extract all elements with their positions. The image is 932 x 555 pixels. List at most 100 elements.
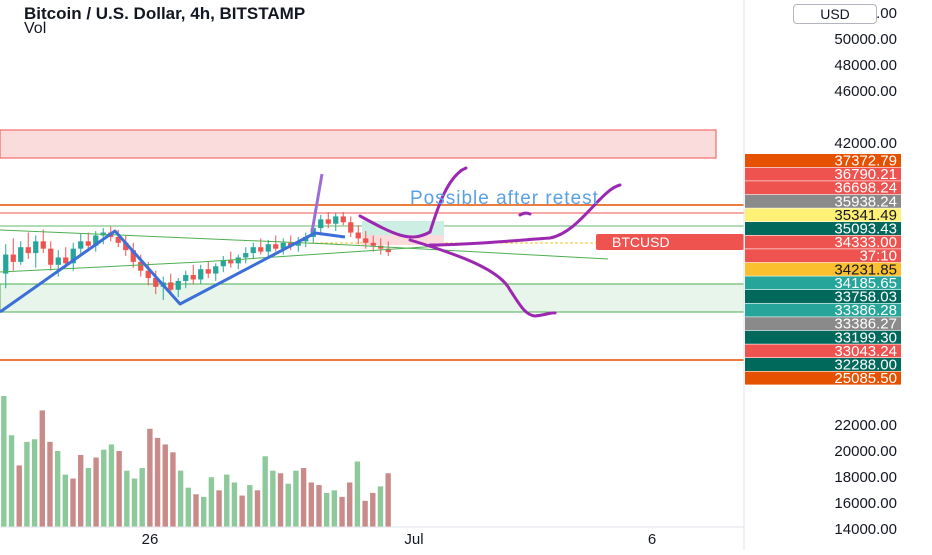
drawing-path-bullish[interactable] (358, 166, 468, 239)
candle-body[interactable] (318, 219, 324, 229)
volume-bar[interactable] (377, 486, 384, 527)
candle-body[interactable] (325, 219, 331, 224)
candle-body[interactable] (175, 280, 181, 290)
candle-body[interactable] (385, 248, 391, 253)
candle-body[interactable] (138, 261, 144, 271)
volume-bar[interactable] (193, 494, 199, 527)
volume-bar[interactable] (131, 478, 138, 527)
candle-body[interactable] (258, 247, 264, 252)
candle-body[interactable] (145, 270, 151, 278)
candle-body[interactable] (93, 235, 99, 246)
candle-body[interactable] (40, 241, 46, 249)
volume-bar[interactable] (85, 468, 92, 527)
volume-bar[interactable] (62, 474, 69, 527)
candle-body[interactable] (55, 257, 61, 265)
volume-bar[interactable] (200, 496, 207, 527)
volume-bar[interactable] (216, 490, 222, 527)
candle-body[interactable] (85, 241, 91, 246)
candle-body[interactable] (78, 241, 84, 249)
volume-bar[interactable] (70, 478, 76, 527)
drawing-path-bearish[interactable] (408, 238, 557, 318)
volume-bar[interactable] (293, 470, 299, 527)
volume-bar[interactable] (208, 477, 215, 527)
candle-body[interactable] (190, 275, 196, 280)
candle-body[interactable] (25, 247, 31, 254)
volume-bar[interactable] (116, 451, 122, 527)
volume-bar[interactable] (362, 500, 368, 527)
candle-body[interactable] (295, 241, 301, 246)
volume-bar[interactable] (308, 482, 314, 527)
volume-bar[interactable] (54, 451, 61, 527)
drawing-path-dip[interactable] (518, 211, 532, 217)
candle-body[interactable] (235, 257, 241, 264)
volume-bar[interactable] (331, 490, 338, 527)
candle-body[interactable] (168, 282, 174, 290)
volume-bar[interactable] (224, 474, 230, 527)
candle-body[interactable] (48, 248, 54, 265)
volume-bar[interactable] (262, 456, 268, 527)
volume-bar[interactable] (154, 437, 161, 527)
candle-body[interactable] (130, 250, 136, 262)
volume-bar[interactable] (239, 495, 245, 527)
candle-body[interactable] (280, 242, 286, 249)
volume-bar[interactable] (39, 410, 45, 527)
volume-bar[interactable] (31, 439, 38, 527)
candle-body[interactable] (220, 260, 226, 267)
candle-body[interactable] (3, 254, 9, 274)
support-zone[interactable] (0, 283, 745, 313)
candle-body[interactable] (18, 247, 24, 262)
volume-bar[interactable] (147, 428, 153, 527)
candle-body[interactable] (123, 242, 129, 251)
candle-body[interactable] (213, 266, 219, 274)
blue-trendline[interactable] (0, 229, 346, 314)
volume-bar[interactable] (347, 482, 353, 527)
volume-bar[interactable] (8, 435, 15, 527)
candle-body[interactable] (63, 257, 69, 264)
volume-bar[interactable] (285, 483, 291, 527)
volume-bar[interactable] (177, 470, 184, 527)
volume-bar[interactable] (316, 485, 322, 527)
volume-bar[interactable] (108, 444, 115, 527)
purple-spike[interactable] (310, 173, 324, 233)
green-trendline-2[interactable] (0, 245, 441, 273)
volume-bar[interactable] (270, 470, 276, 527)
candle-body[interactable] (115, 236, 121, 243)
volume-bar[interactable] (101, 449, 107, 527)
position-box-loss[interactable] (362, 235, 444, 245)
currency-button[interactable]: USD (793, 4, 877, 24)
candle-body[interactable] (228, 260, 234, 264)
candle-body[interactable] (33, 241, 39, 254)
time-axis[interactable]: 26 Jul 6 (142, 531, 657, 548)
volume-bar[interactable] (139, 468, 145, 527)
candle-body[interactable] (265, 244, 271, 252)
candle-body[interactable] (205, 269, 211, 274)
volume-bar[interactable] (24, 441, 30, 527)
candle-body[interactable] (348, 222, 354, 233)
volume-bar[interactable] (185, 487, 192, 527)
volume-bar[interactable] (300, 468, 307, 527)
volume-bar[interactable] (162, 444, 168, 527)
volume-bar[interactable] (170, 452, 176, 527)
candle-body[interactable] (273, 244, 279, 249)
candle-body[interactable] (243, 253, 249, 258)
candle-body[interactable] (10, 254, 16, 262)
candle-body[interactable] (183, 275, 189, 281)
candle-body[interactable] (340, 216, 346, 223)
candle-body[interactable] (363, 238, 369, 243)
volume-axis[interactable]: 22000.00 20000.00 18000.00 16000.00 14000.00 (834, 417, 897, 538)
volume-bar[interactable] (323, 492, 330, 527)
candle-body[interactable] (333, 216, 339, 224)
volume-bar[interactable] (277, 473, 284, 527)
volume-bar[interactable] (254, 490, 261, 527)
volume-bar[interactable] (124, 470, 130, 527)
volume-bar[interactable] (78, 454, 84, 527)
volume-bar[interactable] (339, 496, 345, 527)
volume-bar[interactable] (247, 485, 253, 527)
position-box-profit[interactable] (362, 221, 444, 235)
volume-bar[interactable] (93, 457, 99, 527)
candle-body[interactable] (250, 247, 256, 254)
candle-body[interactable] (198, 269, 204, 280)
